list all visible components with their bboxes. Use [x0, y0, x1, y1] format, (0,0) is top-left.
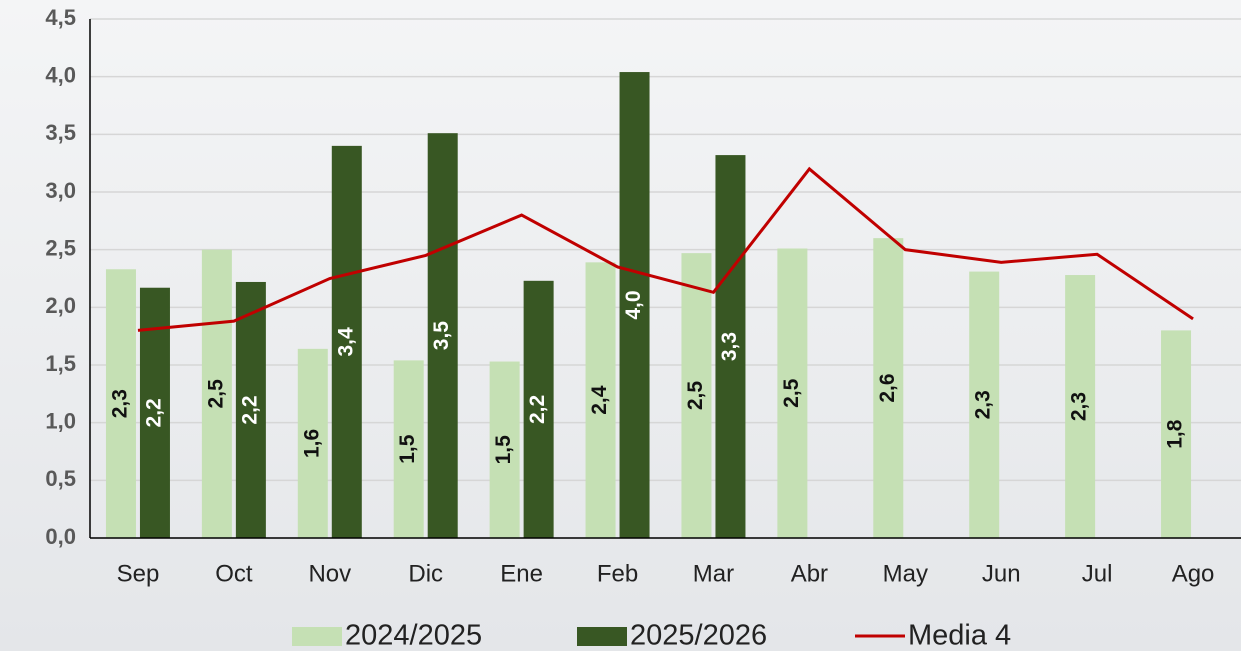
- x-tick-label: May: [883, 560, 928, 587]
- x-tick-label: Dic: [408, 560, 443, 587]
- y-tick-label: 3,0: [45, 178, 76, 203]
- bar: [873, 238, 904, 538]
- bar: [585, 262, 616, 538]
- y-tick-label: 4,5: [45, 5, 76, 30]
- data-label: 2,3: [1068, 392, 1091, 421]
- data-label: 4,0: [622, 290, 645, 319]
- x-tick-label: Nov: [308, 560, 351, 587]
- x-tick-label: Abr: [791, 560, 828, 587]
- data-label: 3,5: [430, 321, 453, 351]
- data-label: 1,5: [396, 434, 419, 464]
- bar: [681, 253, 712, 539]
- y-tick-label: 3,5: [45, 120, 76, 145]
- data-label: 3,3: [718, 332, 741, 361]
- x-tick-label: Sep: [117, 560, 160, 587]
- data-label: 2,5: [780, 378, 803, 408]
- legend-label: 2024/2025: [345, 620, 482, 651]
- data-label: 3,4: [334, 327, 357, 357]
- y-tick-label: 0,5: [45, 466, 76, 491]
- bar: [235, 281, 266, 538]
- y-tick-label: 1,0: [45, 408, 76, 433]
- data-label: 2,5: [684, 381, 707, 411]
- bar: [969, 271, 1000, 538]
- data-label: 2,2: [143, 398, 166, 427]
- data-label: 1,5: [492, 435, 515, 465]
- bar: [427, 133, 458, 538]
- x-tick-label: Feb: [597, 560, 638, 587]
- data-label: 2,3: [972, 390, 995, 419]
- bar: [331, 145, 362, 538]
- bar: [105, 269, 136, 538]
- x-tick-label: Jun: [982, 560, 1021, 587]
- data-label: 1,8: [1164, 419, 1187, 449]
- bar: [297, 348, 328, 538]
- y-tick-label: 0,0: [45, 524, 76, 549]
- legend-swatch: [292, 627, 342, 646]
- data-label: 1,6: [300, 429, 323, 458]
- y-tick-label: 4,0: [45, 62, 76, 87]
- line: [137, 166, 1194, 332]
- y-tick-label: 1,5: [45, 351, 76, 376]
- x-tick-label: Jul: [1082, 560, 1113, 587]
- bar: [1161, 330, 1192, 538]
- bar: [619, 72, 650, 538]
- bar: [1065, 275, 1096, 538]
- bar: [393, 360, 424, 538]
- y-tick-label: 2,0: [45, 293, 76, 318]
- legend-label: 2025/2026: [630, 620, 767, 651]
- data-label: 2,2: [526, 395, 549, 424]
- x-tick-label: Ene: [500, 560, 543, 587]
- data-label: 2,4: [588, 385, 611, 415]
- data-label: 2,5: [204, 379, 227, 409]
- x-tick-label: Mar: [693, 560, 734, 587]
- bar: [715, 155, 746, 539]
- data-label: 2,3: [109, 389, 132, 418]
- y-tick-label: 2,5: [45, 235, 76, 260]
- bar: [201, 249, 232, 538]
- data-label: 2,2: [238, 395, 261, 424]
- x-tick-label: Oct: [215, 560, 253, 587]
- legend-swatch: [577, 627, 627, 646]
- legend-label: Media 4: [908, 620, 1011, 651]
- bar: [489, 361, 520, 538]
- data-label: 2,6: [876, 373, 899, 402]
- x-tick-label: Ago: [1172, 560, 1215, 587]
- bar: [523, 280, 554, 538]
- bar: [777, 248, 808, 538]
